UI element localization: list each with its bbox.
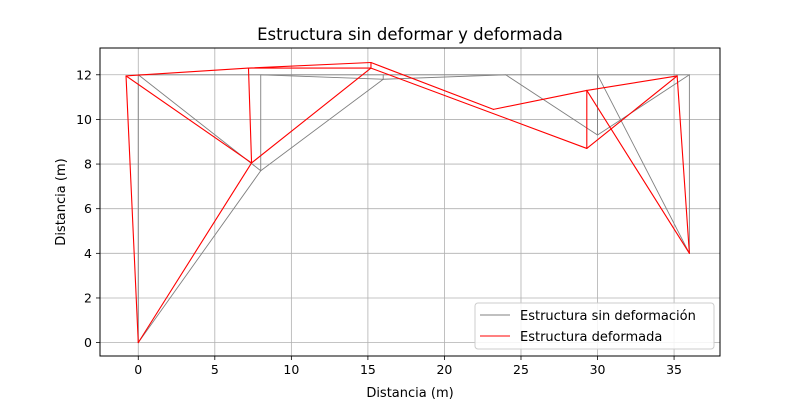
deformed-structure-member bbox=[251, 67, 372, 164]
deformed-structure-member bbox=[247, 67, 253, 164]
x-tick-label: 10 bbox=[283, 362, 299, 377]
x-tick-label: 25 bbox=[513, 362, 529, 377]
undeformed-structure-member bbox=[260, 74, 384, 80]
legend-box bbox=[474, 302, 715, 350]
x-tick-label: 20 bbox=[436, 362, 452, 377]
y-tick-label: 4 bbox=[84, 246, 92, 261]
x-tick-label: 30 bbox=[590, 362, 606, 377]
undeformed-structure-member bbox=[382, 74, 507, 80]
undeformed-structure-member bbox=[597, 74, 690, 254]
y-tick-label: 8 bbox=[84, 157, 92, 172]
deformed-structure-member bbox=[586, 89, 690, 254]
y-tick-label: 10 bbox=[76, 112, 92, 127]
plot-series bbox=[125, 61, 690, 344]
deformed-structure-member bbox=[586, 75, 678, 91]
deformed-structure-member bbox=[586, 75, 678, 149]
legend-label-undeformed: Estructura sin deformación bbox=[520, 309, 696, 324]
undeformed-structure-member bbox=[137, 170, 262, 344]
axis-ticks: 0 5 10 15 20 25 30 35 0 2 4 6 8 10 12 bbox=[76, 67, 682, 377]
legend: Estructura sin deformación Estructura de… bbox=[474, 302, 715, 350]
y-axis-label: Distancia (m) bbox=[54, 158, 69, 245]
deformed-structure-member bbox=[125, 67, 250, 77]
x-tick-label: 35 bbox=[666, 362, 682, 377]
y-tick-label: 0 bbox=[84, 335, 92, 350]
undeformed-structure-member bbox=[597, 74, 690, 136]
deformed-structure-member bbox=[125, 75, 253, 164]
deformed-structure-member bbox=[137, 162, 253, 344]
x-tick-label: 0 bbox=[134, 362, 142, 377]
deformed-structure-member bbox=[492, 89, 588, 110]
y-tick-label: 2 bbox=[84, 290, 92, 305]
x-tick-label: 5 bbox=[211, 362, 219, 377]
chart-title: Estructura sin deformar y deformada bbox=[257, 25, 563, 44]
x-tick-label: 15 bbox=[360, 362, 376, 377]
deformed-structure-member bbox=[247, 61, 372, 69]
plot-frame bbox=[99, 47, 721, 357]
x-axis-label: Distancia (m) bbox=[366, 386, 453, 400]
deformed-structure-member bbox=[370, 67, 588, 149]
deformed-structure-member bbox=[125, 75, 139, 344]
legend-label-deformed: Estructura deformada bbox=[520, 330, 662, 345]
undeformed-structure-member bbox=[260, 78, 384, 172]
y-tick-label: 6 bbox=[84, 201, 92, 216]
undeformed-structure-member bbox=[505, 74, 598, 136]
deformed-structure-member bbox=[676, 75, 690, 254]
series-deformed-structure bbox=[125, 61, 690, 344]
series-undeformed-structure bbox=[137, 74, 690, 344]
deformed-structure-member bbox=[370, 61, 494, 110]
y-tick-label: 12 bbox=[76, 67, 92, 82]
